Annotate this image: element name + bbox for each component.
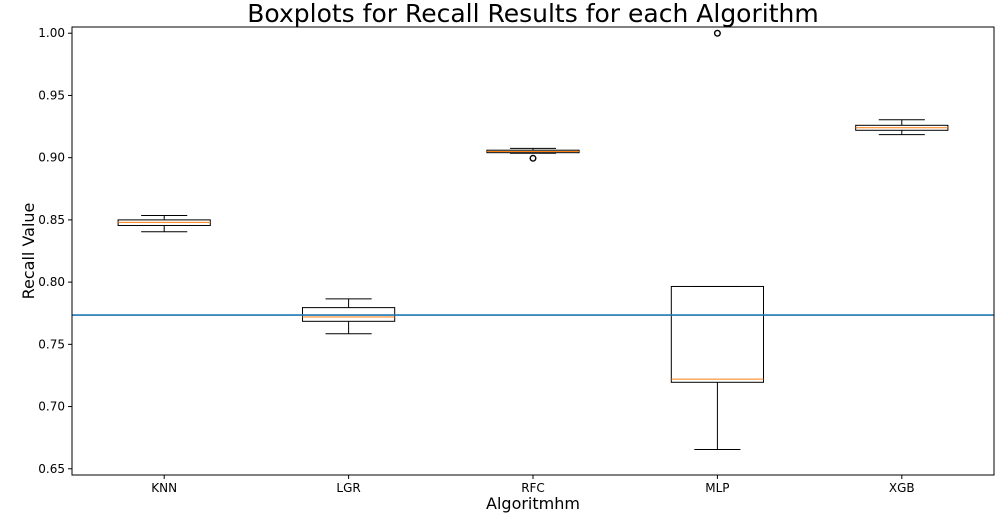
axes-frame — [71, 26, 995, 476]
plot-area — [72, 29, 994, 450]
box-xgb — [855, 119, 949, 136]
y-tick-label: 0.75 — [38, 337, 65, 351]
y-tick-label: 0.65 — [38, 462, 65, 476]
box-lgr — [302, 298, 396, 335]
box-body — [670, 285, 764, 383]
y-tick-label: 1.00 — [38, 26, 65, 40]
outlier-point — [529, 154, 537, 162]
box-knn — [117, 215, 211, 233]
outlier-point — [713, 29, 721, 37]
y-axis: 0.65 0.70 0.75 0.80 0.85 0.90 0.95 1.00 — [38, 26, 72, 476]
y-tick-label: 0.90 — [38, 151, 65, 165]
y-tick-label: 0.95 — [38, 88, 65, 102]
box-rfc — [486, 147, 580, 162]
y-tick-label: 0.85 — [38, 213, 65, 227]
x-tick-label: RFC — [521, 481, 545, 495]
x-axis: KNN LGR RFC MLP XGB — [151, 475, 915, 495]
x-axis-label: Algoritmhm — [486, 494, 580, 513]
x-tick-label: KNN — [151, 481, 177, 495]
y-tick-label: 0.80 — [38, 275, 65, 289]
y-axis-label: Recall Value — [19, 203, 38, 300]
chart-title: Boxplots for Recall Results for each Alg… — [247, 0, 818, 28]
x-tick-label: MLP — [705, 481, 729, 495]
x-tick-label: XGB — [889, 481, 915, 495]
x-tick-label: LGR — [336, 481, 360, 495]
box-mlp — [670, 29, 764, 450]
y-tick-label: 0.70 — [38, 400, 65, 414]
